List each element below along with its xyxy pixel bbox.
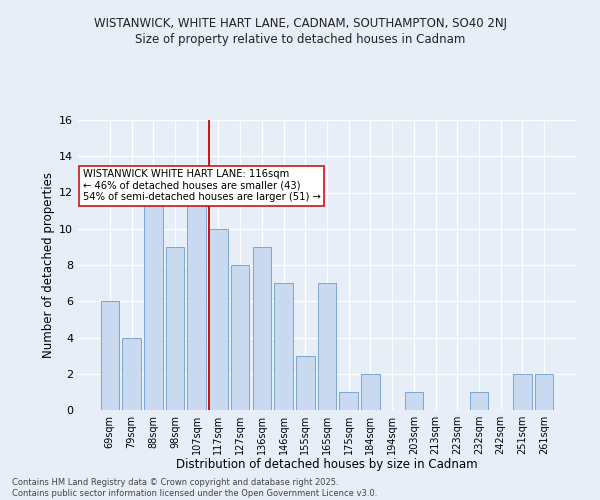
Bar — [166, 247, 184, 410]
X-axis label: Distribution of detached houses by size in Cadnam: Distribution of detached houses by size … — [176, 458, 478, 471]
Bar — [296, 356, 314, 410]
Bar — [101, 301, 119, 410]
Text: WISTANWICK WHITE HART LANE: 116sqm
← 46% of detached houses are smaller (43)
54%: WISTANWICK WHITE HART LANE: 116sqm ← 46%… — [83, 170, 321, 202]
Bar — [231, 265, 250, 410]
Bar — [144, 192, 163, 410]
Text: Size of property relative to detached houses in Cadnam: Size of property relative to detached ho… — [135, 32, 465, 46]
Bar — [318, 283, 336, 410]
Bar — [361, 374, 380, 410]
Bar — [470, 392, 488, 410]
Bar — [340, 392, 358, 410]
Bar — [253, 247, 271, 410]
Bar — [513, 374, 532, 410]
Bar — [187, 174, 206, 410]
Bar — [535, 374, 553, 410]
Bar — [122, 338, 141, 410]
Bar — [274, 283, 293, 410]
Bar — [209, 229, 227, 410]
Text: WISTANWICK, WHITE HART LANE, CADNAM, SOUTHAMPTON, SO40 2NJ: WISTANWICK, WHITE HART LANE, CADNAM, SOU… — [94, 18, 506, 30]
Bar — [404, 392, 423, 410]
Y-axis label: Number of detached properties: Number of detached properties — [42, 172, 55, 358]
Text: Contains HM Land Registry data © Crown copyright and database right 2025.
Contai: Contains HM Land Registry data © Crown c… — [12, 478, 377, 498]
